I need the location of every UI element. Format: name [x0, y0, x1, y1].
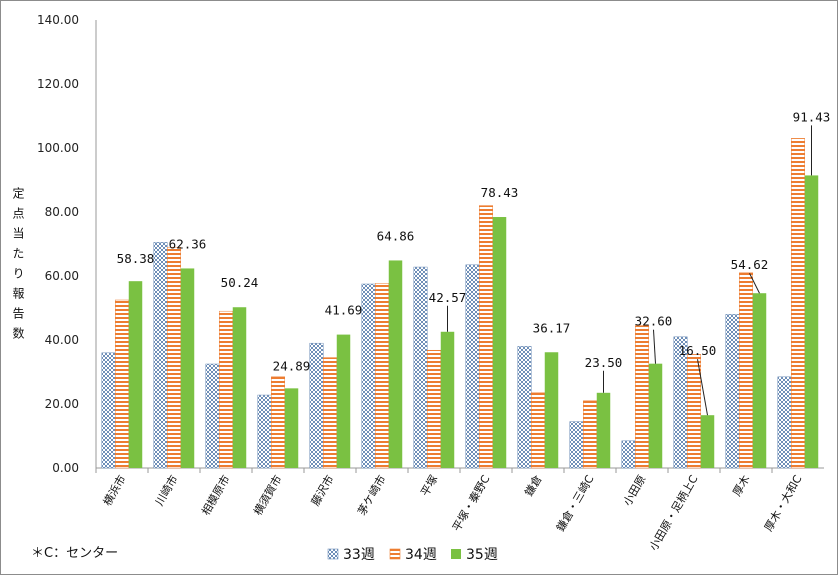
- bar-33: [569, 421, 584, 469]
- category-label: 小田原: [621, 473, 649, 508]
- legend-swatch-35: [451, 549, 461, 559]
- y-tick-label: 80.00: [45, 205, 79, 219]
- data-label-35: 41.69: [325, 303, 363, 318]
- category-label: 横須賀市: [250, 473, 284, 518]
- category-label: 相模原市: [198, 473, 232, 518]
- bar-35: [492, 217, 507, 468]
- bar-34: [635, 325, 649, 469]
- bar-33: [101, 352, 116, 469]
- bar-35: [336, 334, 351, 468]
- bar-35: [284, 388, 299, 468]
- data-label-35: 24.89: [273, 358, 311, 373]
- bar-33: [205, 363, 220, 469]
- bar-33: [777, 376, 792, 469]
- category-label: 平塚: [418, 473, 440, 499]
- bar-35: [180, 268, 195, 468]
- category-label: 鎌倉: [521, 473, 544, 499]
- category-label: 小田原・足柄上C: [647, 473, 701, 553]
- category-label: 厚木: [730, 473, 752, 499]
- bar-34: [739, 272, 753, 469]
- bar-34: [271, 376, 285, 469]
- data-label-leader: [697, 359, 708, 416]
- bar-34: [427, 349, 441, 469]
- category-label: 茅ケ崎市: [354, 473, 388, 518]
- category-label: 平塚・秦野C: [449, 472, 493, 534]
- category-label: 厚木・大和C: [761, 472, 805, 534]
- bar-35: [388, 260, 403, 468]
- data-label-35: 32.60: [635, 314, 673, 329]
- legend-swatch-33: [327, 548, 339, 560]
- data-label-35: 78.43: [481, 185, 519, 200]
- y-axis-label: 定点当たり報告数: [11, 186, 25, 347]
- bar-34: [219, 310, 233, 469]
- bar-33: [465, 264, 480, 469]
- legend: 33週 34週 35週: [327, 547, 498, 563]
- bar-34: [167, 246, 181, 469]
- bar-33: [309, 342, 324, 469]
- bar-35: [596, 392, 611, 468]
- data-label-35: 62.36: [169, 236, 207, 251]
- bar-34: [583, 400, 597, 469]
- category-label: 藤沢市: [308, 473, 337, 509]
- bar-35: [232, 307, 247, 468]
- legend-label-35: 35週: [466, 547, 498, 563]
- category-label: 鎌倉・三崎C: [553, 472, 597, 534]
- y-tick-label: 40.00: [45, 333, 79, 347]
- y-tick-label: 20.00: [45, 397, 79, 411]
- bar-34: [479, 205, 493, 469]
- bar-34: [531, 392, 545, 469]
- bar-35: [752, 293, 767, 468]
- data-label-35: 54.62: [731, 257, 769, 272]
- bar-35: [128, 281, 143, 468]
- bar-34: [687, 354, 701, 469]
- data-label-leader: [653, 329, 656, 364]
- bar-33: [725, 314, 740, 469]
- bar-35: [804, 175, 819, 468]
- data-label-leader: [749, 272, 760, 294]
- bar-34: [323, 357, 337, 469]
- legend-swatch-34: [389, 548, 401, 560]
- y-tick-label: 0.00: [52, 461, 79, 475]
- data-label-35: 36.17: [533, 320, 571, 335]
- bar-35: [700, 415, 715, 468]
- bar-35: [440, 331, 455, 468]
- bar-34: [791, 138, 805, 469]
- bar-33: [517, 346, 532, 469]
- category-label: 川崎市: [152, 473, 181, 509]
- data-label-35: 91.43: [793, 109, 831, 124]
- bar-35: [544, 352, 559, 468]
- bar-33: [361, 283, 376, 469]
- bar-34: [115, 299, 129, 469]
- y-tick-label: 60.00: [45, 269, 79, 283]
- data-label-35: 23.50: [585, 355, 623, 370]
- footnote: ＊C：センター: [31, 546, 118, 561]
- bar-33: [257, 394, 272, 469]
- bar-33: [413, 266, 428, 469]
- y-tick-label: 100.00: [37, 141, 79, 155]
- data-label-35: 64.86: [377, 228, 415, 243]
- bar-34: [375, 283, 389, 469]
- bar-35: [648, 363, 663, 468]
- data-label-35: 16.50: [679, 343, 717, 358]
- legend-label-34: 34週: [405, 547, 437, 563]
- bar-33: [153, 242, 168, 469]
- category-label: 横浜市: [100, 473, 129, 509]
- data-label-35: 50.24: [221, 275, 259, 290]
- y-tick-label: 140.00: [37, 13, 79, 27]
- legend-label-33: 33週: [343, 547, 375, 563]
- bar-33: [621, 440, 636, 469]
- y-tick-label: 120.00: [37, 77, 79, 91]
- data-label-35: 42.57: [429, 290, 467, 305]
- data-label-35: 58.38: [117, 251, 155, 266]
